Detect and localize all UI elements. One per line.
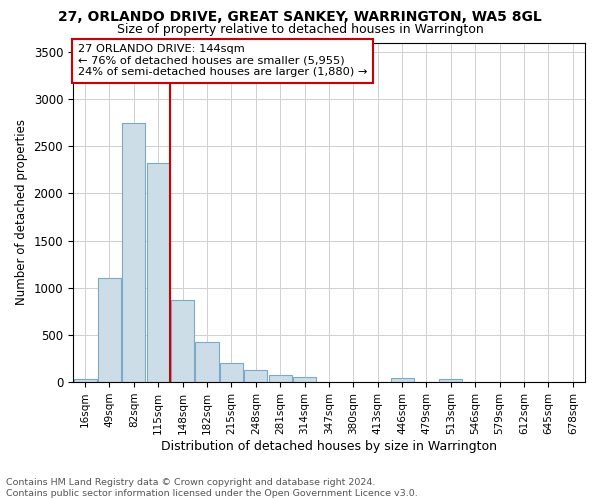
X-axis label: Distribution of detached houses by size in Warrington: Distribution of detached houses by size … [161,440,497,452]
Bar [269,374,292,382]
Bar [146,163,170,382]
Bar [293,378,316,382]
Bar [220,363,243,382]
Bar [98,278,121,382]
Bar [74,380,97,382]
Text: 27, ORLANDO DRIVE, GREAT SANKEY, WARRINGTON, WA5 8GL: 27, ORLANDO DRIVE, GREAT SANKEY, WARRING… [58,10,542,24]
Bar [122,122,145,382]
Bar [171,300,194,382]
Text: 27 ORLANDO DRIVE: 144sqm
← 76% of detached houses are smaller (5,955)
24% of sem: 27 ORLANDO DRIVE: 144sqm ← 76% of detach… [78,44,367,78]
Y-axis label: Number of detached properties: Number of detached properties [15,120,28,306]
Bar [244,370,268,382]
Text: Size of property relative to detached houses in Warrington: Size of property relative to detached ho… [116,22,484,36]
Bar [391,378,413,382]
Bar [439,380,463,382]
Text: Contains HM Land Registry data © Crown copyright and database right 2024.
Contai: Contains HM Land Registry data © Crown c… [6,478,418,498]
Bar [196,342,218,382]
